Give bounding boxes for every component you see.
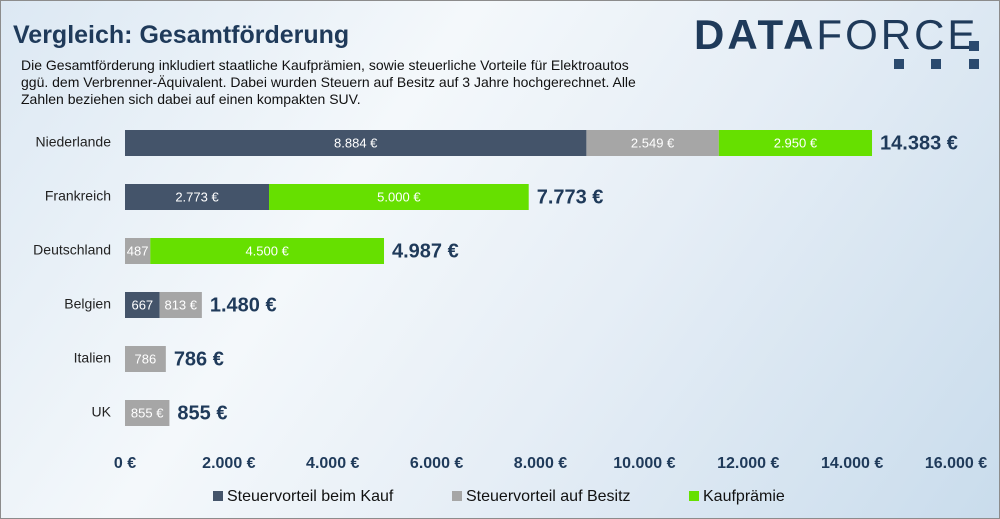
x-tick-label: 14.000 €: [821, 455, 883, 472]
value-label: 667: [131, 297, 153, 312]
y-tick-label: Frankreich: [45, 188, 111, 204]
total-label: 786 €: [174, 348, 224, 370]
legend-swatch: [213, 491, 223, 501]
value-label: 2.950 €: [774, 135, 818, 150]
subtitle-line: ggü. dem Verbrenner-Äquivalent. Dabei wu…: [21, 74, 636, 90]
bar-segment: [125, 346, 166, 372]
y-tick-label: UK: [92, 404, 112, 420]
y-tick-label: Belgien: [64, 296, 111, 312]
value-label: 5.000 €: [377, 189, 421, 204]
x-tick-label: 10.000 €: [613, 455, 675, 472]
subtitle-line: Die Gesamtförderung inkludiert staatlich…: [21, 57, 629, 73]
total-label: 855 €: [177, 402, 227, 424]
logo: DATAFORCE: [694, 11, 978, 59]
x-tick-label: 0 €: [114, 455, 136, 472]
value-label: 855 €: [131, 405, 164, 420]
bar-segment: [125, 400, 170, 426]
x-tick-label: 2.000 €: [202, 455, 255, 472]
subtitle-line: Zahlen beziehen sich dabei auf einen kom…: [21, 91, 361, 107]
x-tick-label: 12.000 €: [717, 455, 779, 472]
logo-bold: DATA: [694, 11, 817, 58]
bar-segment: [125, 184, 270, 210]
bar-segment: [125, 292, 160, 318]
bar-segment: [718, 130, 873, 156]
bar-segment: [150, 238, 385, 264]
legend-label: Steuervorteil auf Besitz: [466, 488, 631, 505]
y-tick-label: Deutschland: [33, 242, 111, 258]
total-label: 14.383 €: [880, 132, 958, 154]
bar-segment: [586, 130, 719, 156]
value-label: 2.549 €: [631, 135, 675, 150]
x-tick-label: 16.000 €: [925, 455, 987, 472]
legend-label: Steuervorteil beim Kauf: [227, 488, 394, 505]
bar-segment: [125, 130, 587, 156]
value-label: 487: [127, 243, 149, 258]
logo-dot: [931, 59, 941, 69]
legend-label: Kaufprämie: [703, 488, 785, 505]
chart-title: Vergleich: Gesamtförderung: [13, 21, 350, 49]
logo-dot: [969, 59, 979, 69]
value-label: 813 €: [164, 297, 197, 312]
logo-dot: [894, 59, 904, 69]
value-label: 8.884 €: [334, 135, 378, 150]
bar-segment: [125, 238, 151, 264]
total-label: 4.987 €: [392, 240, 459, 262]
logo-dot: [969, 41, 979, 51]
legend-swatch: [452, 491, 462, 501]
logo-light: FORCE: [816, 11, 979, 58]
legend-swatch: [689, 491, 699, 501]
y-tick-label: Italien: [74, 350, 111, 366]
subtitle: Die Gesamtförderung inkludiert staatlich…: [21, 57, 636, 108]
bar-segment: [159, 292, 202, 318]
value-label: 786: [135, 351, 157, 366]
y-tick-label: Niederlande: [36, 134, 112, 150]
total-label: 7.773 €: [537, 186, 604, 208]
x-tick-label: 8.000 €: [514, 455, 567, 472]
x-tick-label: 6.000 €: [410, 455, 463, 472]
total-label: 1.480 €: [210, 294, 277, 316]
x-tick-label: 4.000 €: [306, 455, 359, 472]
value-label: 4.500 €: [245, 243, 289, 258]
value-label: 2.773 €: [175, 189, 219, 204]
bar-segment: [269, 184, 529, 210]
